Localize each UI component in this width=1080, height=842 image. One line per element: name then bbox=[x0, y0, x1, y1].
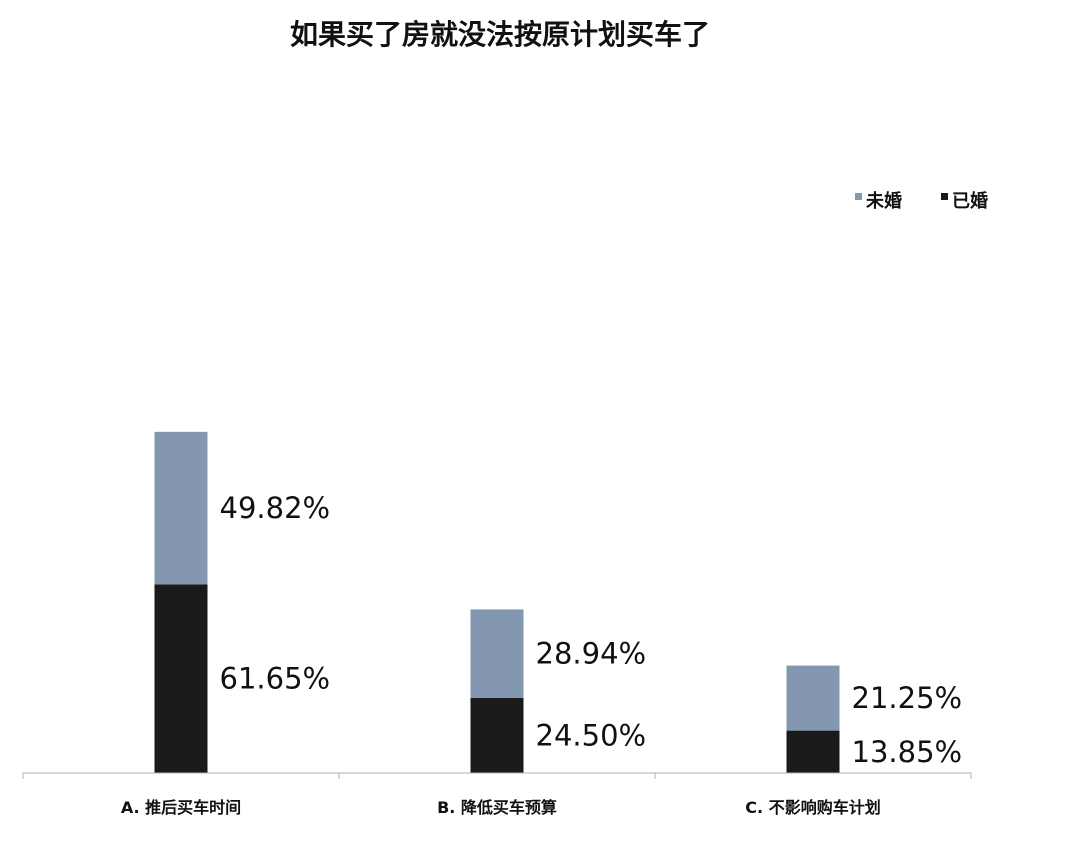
legend-label-married: 已婚 bbox=[952, 190, 988, 212]
data-label-unmarried-1: 49.82% bbox=[220, 491, 331, 525]
bar-unmarried-1 bbox=[154, 431, 208, 585]
legend-label-unmarried: 未婚 bbox=[866, 190, 902, 212]
bars-layer bbox=[154, 431, 840, 773]
data-label-unmarried-2: 28.94% bbox=[536, 637, 647, 671]
chart-title: 如果买了房就没法按原计划买车了 bbox=[290, 18, 710, 51]
data-label-married-2: 24.50% bbox=[536, 719, 647, 753]
data-labels-layer: 61.65% 49.82% 24.50% 28.94% 13.85% 21.25% bbox=[220, 491, 963, 769]
legend-swatch-unmarried bbox=[855, 193, 862, 200]
data-label-married-1: 61.65% bbox=[220, 662, 331, 696]
bar-married-1 bbox=[154, 584, 208, 773]
data-label-married-3: 13.85% bbox=[852, 735, 963, 769]
x-axis: A. 推后买车时间 B. 降低买车预算 C. 不影响购车计划 bbox=[22, 772, 972, 817]
legend-swatch-married bbox=[941, 193, 948, 200]
bar-married-3 bbox=[786, 730, 840, 773]
x-tick-label-3: C. 不影响购车计划 bbox=[745, 798, 880, 817]
bar-married-2 bbox=[470, 698, 524, 773]
legend: 未婚 已婚 bbox=[855, 190, 988, 212]
bar-unmarried-2 bbox=[470, 609, 524, 699]
data-label-unmarried-3: 21.25% bbox=[852, 681, 963, 715]
bar-unmarried-3 bbox=[786, 665, 840, 731]
x-tick-label-1: A. 推后买车时间 bbox=[121, 798, 241, 817]
x-tick-label-2: B. 降低买车预算 bbox=[437, 798, 557, 817]
